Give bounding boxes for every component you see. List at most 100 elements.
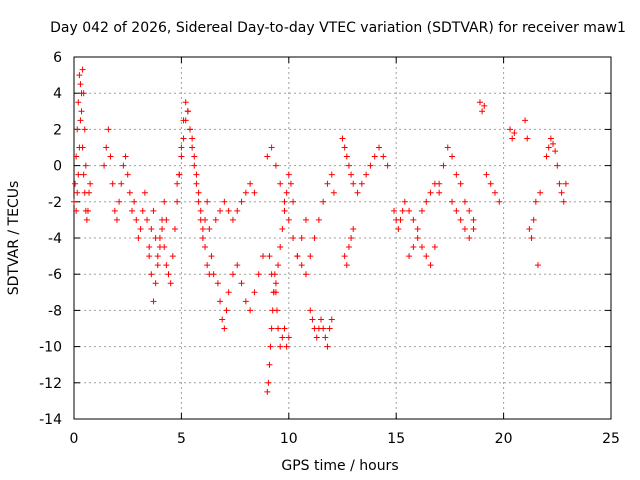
- data-point: [111, 207, 118, 214]
- data-point: [144, 216, 151, 223]
- data-point: [76, 72, 83, 79]
- data-point: [176, 171, 183, 178]
- data-point: [461, 225, 468, 232]
- data-point: [191, 162, 198, 169]
- data-point: [524, 135, 531, 142]
- data-point: [371, 153, 378, 160]
- data-point: [350, 180, 357, 187]
- data-point: [268, 271, 275, 278]
- data-point: [272, 162, 279, 169]
- data-point: [345, 244, 352, 251]
- x-tick-label: 0: [70, 431, 79, 447]
- data-point: [199, 235, 206, 241]
- data-point: [206, 225, 213, 232]
- y-tick-labels: -14 -12 -10 -8 -6 -4 -2 0 2 4 6: [39, 50, 62, 428]
- x-tick-label: 5: [177, 431, 186, 447]
- data-point: [453, 207, 460, 214]
- data-point: [492, 189, 499, 196]
- data-point: [534, 262, 541, 269]
- data-point: [174, 198, 181, 205]
- data-point: [384, 162, 391, 169]
- data-point: [202, 216, 209, 223]
- data-point: [547, 135, 554, 142]
- data-point: [436, 180, 443, 187]
- data-point: [326, 325, 333, 332]
- data-point: [83, 216, 90, 223]
- data-point: [105, 126, 112, 133]
- data-point: [214, 280, 221, 287]
- data-point: [315, 216, 322, 223]
- data-point: [266, 361, 273, 368]
- y-axis-label: SDTVAR / TECUs: [6, 181, 22, 296]
- chart-title: Day 042 of 2026, Sidereal Day-to-day VTE…: [50, 20, 626, 36]
- y-tick-label: 6: [53, 50, 62, 66]
- data-point: [193, 180, 200, 187]
- data-point: [206, 271, 213, 278]
- data-point: [399, 207, 406, 214]
- data-point: [279, 225, 286, 232]
- data-point: [550, 140, 557, 147]
- data-point: [406, 253, 413, 260]
- data-point: [189, 144, 196, 151]
- data-point: [272, 280, 279, 287]
- data-point: [281, 198, 288, 205]
- data-point: [302, 271, 309, 278]
- data-point: [324, 343, 331, 350]
- data-point: [444, 144, 451, 151]
- data-point: [376, 144, 383, 151]
- data-point: [238, 198, 245, 205]
- data-point: [397, 216, 404, 223]
- data-point: [279, 334, 286, 341]
- data-point: [154, 253, 161, 260]
- data-point: [133, 216, 140, 223]
- data-point: [161, 198, 168, 205]
- data-point: [202, 244, 209, 251]
- data-point: [178, 144, 185, 151]
- data-point: [277, 180, 284, 187]
- data-point: [223, 307, 230, 314]
- data-point: [341, 144, 348, 151]
- data-point: [275, 262, 282, 269]
- data-point: [322, 334, 329, 341]
- data-point: [197, 207, 204, 214]
- data-points: [71, 66, 569, 395]
- data-point: [73, 207, 80, 214]
- data-point: [509, 135, 516, 142]
- data-point: [204, 198, 211, 205]
- data-point: [195, 189, 202, 196]
- data-point: [395, 225, 402, 232]
- axes: [73, 56, 612, 420]
- data-point: [124, 171, 131, 178]
- data-point: [146, 253, 153, 260]
- y-tick-label: -8: [48, 303, 62, 319]
- data-point: [180, 135, 187, 142]
- x-tick-label: 10: [280, 431, 298, 447]
- data-point: [483, 171, 490, 178]
- x-axis-label: GPS time / hours: [281, 458, 398, 474]
- data-point: [150, 298, 157, 305]
- data-point: [225, 289, 232, 296]
- data-point: [453, 171, 460, 178]
- data-point: [343, 262, 350, 269]
- data-point: [287, 180, 294, 187]
- data-point: [328, 316, 335, 323]
- y-tick-label: -2: [48, 195, 62, 211]
- data-point: [348, 171, 355, 178]
- data-point: [294, 253, 301, 260]
- data-point: [348, 235, 355, 241]
- data-point: [283, 343, 290, 350]
- data-point: [427, 262, 434, 269]
- data-point: [77, 117, 84, 124]
- data-point: [311, 235, 318, 241]
- data-point: [161, 244, 168, 251]
- data-point: [528, 235, 535, 241]
- data-point: [265, 379, 272, 386]
- data-point: [169, 253, 176, 260]
- data-point: [247, 180, 254, 187]
- data-point: [135, 235, 142, 241]
- data-point: [146, 244, 153, 251]
- data-point: [461, 198, 468, 205]
- data-point: [78, 108, 85, 115]
- data-point: [298, 235, 305, 241]
- y-tick-label: -10: [39, 340, 62, 356]
